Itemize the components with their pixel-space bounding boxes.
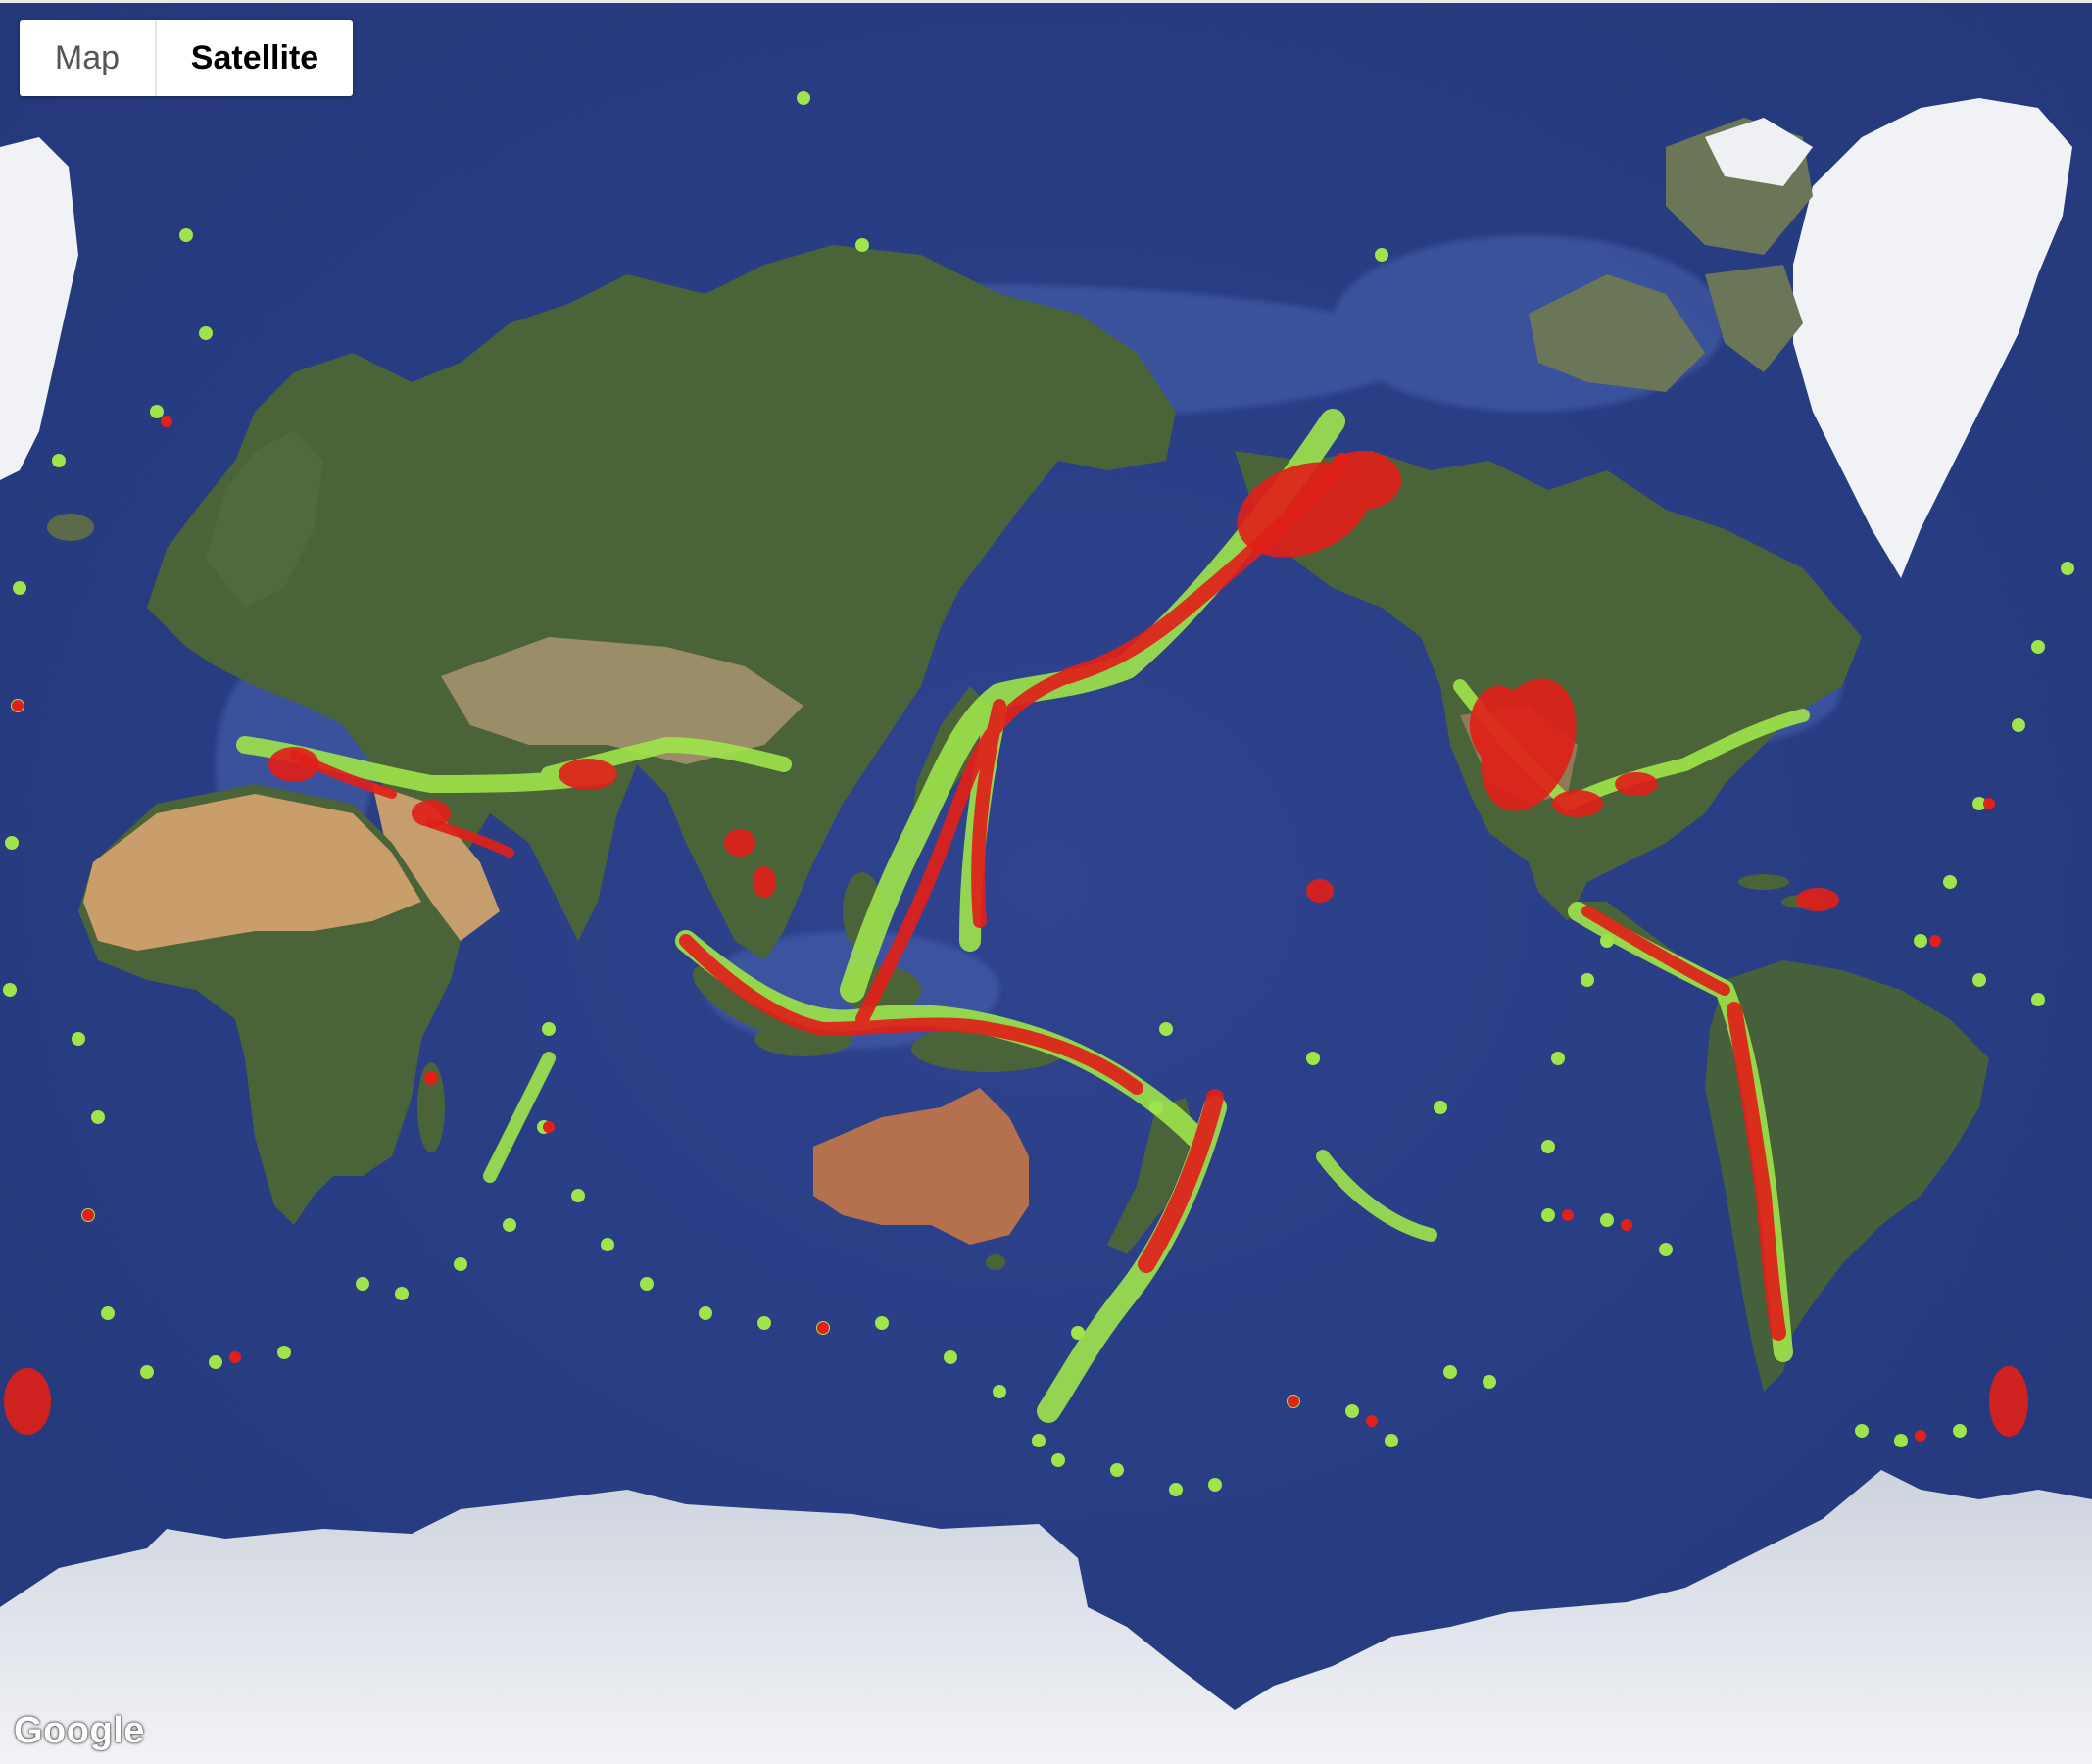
greenland (1793, 98, 2072, 578)
heatmap-hotspots (4, 451, 2028, 1437)
new-zealand (1107, 1098, 1195, 1254)
sahara (83, 794, 421, 951)
iceland (47, 514, 94, 541)
west-greenland (0, 137, 78, 480)
heatmap-high-layer (289, 453, 1786, 1341)
top-border (0, 0, 2092, 3)
madagascar (417, 1062, 445, 1152)
central-asia-arid (441, 637, 803, 764)
map-type-control: Map Satellite (20, 20, 353, 96)
ridge-hot-points (12, 416, 1995, 1442)
ellesmere-ice (1705, 118, 1813, 186)
tasmania (986, 1254, 1005, 1270)
australia (813, 1088, 1029, 1245)
map-button[interactable]: Map (20, 20, 157, 96)
satellite-button[interactable]: Satellite (190, 38, 319, 76)
antarctica (0, 1470, 2092, 1764)
scandinavia (206, 431, 323, 608)
google-logo[interactable]: Google (14, 1710, 145, 1751)
